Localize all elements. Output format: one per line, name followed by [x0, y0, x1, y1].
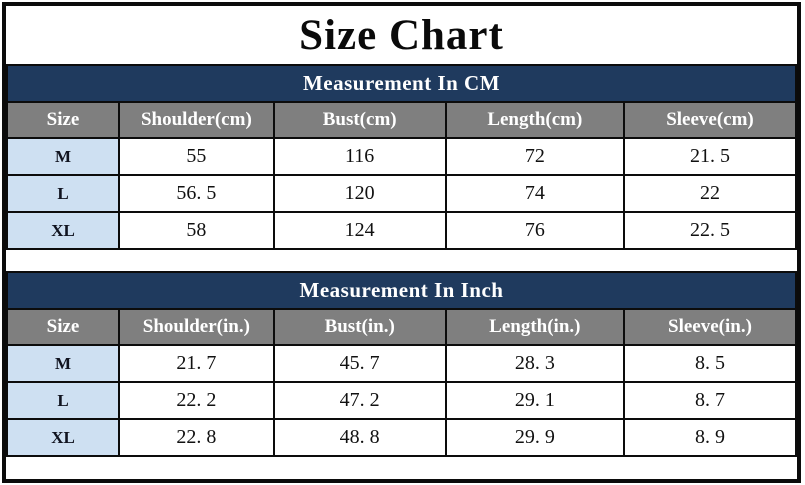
cm-section-band-row: Measurement In CM	[6, 64, 797, 103]
cm-header-length: Length(cm)	[444, 101, 625, 139]
inch-m-shoulder: 21. 7	[118, 344, 275, 383]
inch-size-xl: XL	[5, 418, 121, 457]
inch-xl-sleeve: 8. 9	[622, 418, 798, 457]
inch-section-title: Measurement In Inch	[6, 271, 797, 310]
cm-m-length: 72	[444, 137, 625, 176]
cm-size-table: Measurement In CM Size Shoulder(cm) Bust…	[5, 64, 798, 250]
cm-xl-shoulder: 58	[118, 211, 275, 250]
cm-header-sleeve: Sleeve(cm)	[622, 101, 798, 139]
inch-section-band-row: Measurement In Inch	[6, 271, 797, 310]
cm-xl-length: 76	[444, 211, 625, 250]
page-title: Size Chart	[299, 11, 504, 59]
inch-header-shoulder: Shoulder(in.)	[118, 308, 275, 346]
inch-l-shoulder: 22. 2	[118, 381, 275, 420]
cm-header-shoulder: Shoulder(cm)	[118, 101, 275, 139]
table-row: XL 58 124 76 22. 5	[5, 211, 798, 250]
inch-header-length: Length(in.)	[444, 308, 625, 346]
table-row: L 22. 2 47. 2 29. 1 8. 7	[5, 381, 798, 420]
inch-header-row: Size Shoulder(in.) Bust(in.) Length(in.)…	[5, 308, 798, 346]
cm-m-sleeve: 21. 5	[622, 137, 798, 176]
cm-m-shoulder: 55	[118, 137, 275, 176]
inch-header-size: Size	[5, 308, 121, 346]
cm-xl-sleeve: 22. 5	[622, 211, 798, 250]
cm-l-bust: 120	[272, 174, 447, 213]
inch-m-bust: 45. 7	[272, 344, 447, 383]
cm-header-row: Size Shoulder(cm) Bust(cm) Length(cm) Sl…	[5, 101, 798, 139]
cm-header-bust: Bust(cm)	[272, 101, 447, 139]
title-row: Size Chart	[6, 6, 797, 64]
inch-size-l: L	[5, 381, 121, 420]
table-row: M 21. 7 45. 7 28. 3 8. 5	[5, 344, 798, 383]
inch-header-sleeve: Sleeve(in.)	[622, 308, 798, 346]
inch-l-bust: 47. 2	[272, 381, 447, 420]
cm-size-m: M	[5, 137, 121, 176]
inch-l-length: 29. 1	[444, 381, 625, 420]
cm-size-xl: XL	[5, 211, 121, 250]
cm-xl-bust: 124	[272, 211, 447, 250]
table-row: L 56. 5 120 74 22	[5, 174, 798, 213]
cm-l-length: 74	[444, 174, 625, 213]
inch-xl-shoulder: 22. 8	[118, 418, 275, 457]
table-gap	[6, 250, 797, 271]
inch-xl-bust: 48. 8	[272, 418, 447, 457]
inch-xl-length: 29. 9	[444, 418, 625, 457]
inch-l-sleeve: 8. 7	[622, 381, 798, 420]
table-row: XL 22. 8 48. 8 29. 9 8. 9	[5, 418, 798, 457]
cm-size-l: L	[5, 174, 121, 213]
cm-section-title: Measurement In CM	[6, 64, 797, 103]
table-row: M 55 116 72 21. 5	[5, 137, 798, 176]
cm-l-sleeve: 22	[622, 174, 798, 213]
cm-l-shoulder: 56. 5	[118, 174, 275, 213]
cm-header-size: Size	[5, 101, 121, 139]
inch-size-table: Measurement In Inch Size Shoulder(in.) B…	[5, 271, 798, 457]
inch-header-bust: Bust(in.)	[272, 308, 447, 346]
inch-m-length: 28. 3	[444, 344, 625, 383]
inch-size-m: M	[5, 344, 121, 383]
inch-m-sleeve: 8. 5	[622, 344, 798, 383]
cm-m-bust: 116	[272, 137, 447, 176]
